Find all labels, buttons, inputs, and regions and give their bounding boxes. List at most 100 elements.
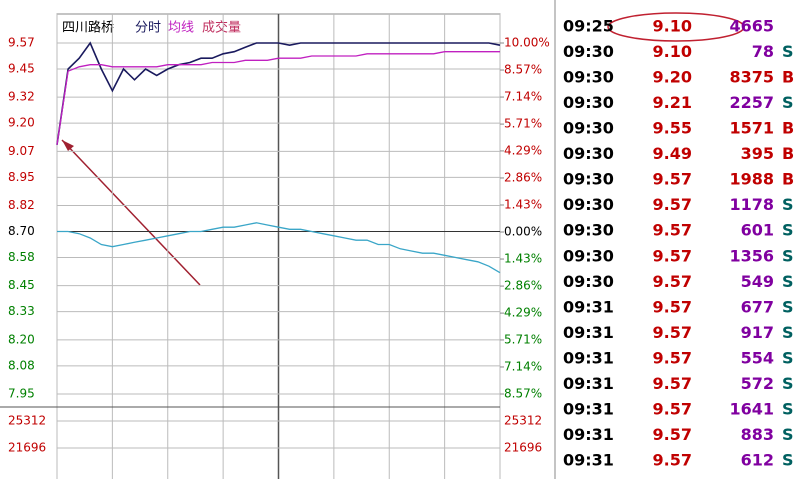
legend-entry: 分时 [135,21,161,36]
trade-price: 9.57 [653,425,692,444]
trade-time: 09:30 [563,68,614,87]
trade-side: S [782,451,794,470]
trade-volume: 572 [741,374,774,393]
y-tick-label: 8.20 [8,332,35,346]
trade-price: 9.57 [653,195,692,214]
chart-title: 四川路桥 [62,20,114,36]
trade-time: 09:31 [563,451,614,470]
annotation-ellipse [607,12,745,42]
y2-tick-label: 4.29% [504,143,542,157]
trade-price: 9.20 [653,68,692,87]
trade-side: B [782,144,794,163]
trade-volume: 395 [741,144,774,163]
y2-tick-label: 7.14% [504,90,542,104]
trade-volume: 554 [741,348,774,367]
trade-side: S [782,425,794,444]
series-line [56,41,501,145]
trade-price: 9.57 [653,399,692,418]
trade-time: 09:30 [563,272,614,291]
y-tick-label: 8.70 [8,224,35,238]
trade-side: B [782,68,794,87]
trade-time: 09:31 [563,323,614,342]
y2-tick-label: 2.86% [504,170,542,184]
trade-volume: 2257 [729,93,774,112]
trade-price: 9.57 [653,272,692,291]
trade-time: 09:30 [563,221,614,240]
trade-side: S [782,221,794,240]
trade-side: S [782,272,794,291]
trade-time: 09:31 [563,374,614,393]
trade-volume: 677 [741,297,774,316]
trade-side: S [782,348,794,367]
trade-price: 9.57 [653,323,692,342]
trade-volume: 612 [741,451,774,470]
trade-time: 09:31 [563,399,614,418]
trade-price: 9.10 [653,42,692,61]
trade-time: 09:30 [563,42,614,61]
y-tick-label: 8.82 [8,198,35,212]
y-tick-label: 8.08 [8,358,35,372]
annotation-arrowhead [62,140,74,151]
trade-time: 09:30 [563,246,614,265]
trade-price: 9.57 [653,246,692,265]
trade-time: 09:31 [563,425,614,444]
y-tick-label: 8.33 [8,304,35,318]
trade-time: 09:30 [563,144,614,163]
trade-price: 9.57 [653,170,692,189]
series-line [57,222,501,274]
y2-tick-label: 5.71% [504,117,542,131]
y2-tick-label: 21696 [504,441,542,455]
trade-volume: 883 [741,425,774,444]
trade-side: S [782,374,794,393]
trade-time: 09:30 [563,170,614,189]
trade-price: 9.10 [653,17,692,36]
y2-tick-label: 7.14% [504,359,542,373]
trade-side: S [782,246,794,265]
y2-tick-label: 1.43% [504,197,542,211]
series-line [56,51,500,145]
y-tick-label: 8.45 [8,278,35,292]
trade-price: 9.57 [653,297,692,316]
trade-time: 09:31 [563,348,614,367]
trade-volume: 1356 [729,246,774,265]
y-tick-label: 9.32 [8,90,35,104]
trade-side: S [782,93,794,112]
trade-time: 09:30 [563,119,614,138]
trade-volume: 1571 [729,119,774,138]
y-tick-label: 8.58 [8,250,35,264]
trade-price: 9.21 [653,93,692,112]
trade-side: S [782,195,794,214]
trade-volume: 1178 [729,195,774,214]
y2-tick-label: 1.43% [504,252,542,266]
trade-time: 09:30 [563,195,614,214]
y2-tick-label: 8.57% [504,387,542,401]
y-tick-label: 8.95 [8,170,35,184]
y-tick-label: 9.45 [8,62,35,76]
y-tick-label: 9.20 [8,116,35,130]
trade-side: S [782,323,794,342]
trade-price: 9.57 [653,374,692,393]
trade-side: S [782,399,794,418]
trade-volume: 601 [741,221,774,240]
y2-tick-label: 5.71% [504,332,542,346]
trade-volume: 78 [752,42,774,61]
y2-tick-label: 4.29% [504,306,542,320]
y-tick-label: 21696 [8,441,46,455]
volume-title: 成交量 [202,20,241,36]
y2-tick-label: 10.00% [504,36,550,50]
trade-volume: 1988 [729,170,774,189]
y2-tick-label: 25312 [504,414,542,428]
y2-tick-label: 2.86% [504,279,542,293]
trade-price: 9.57 [653,221,692,240]
y-tick-label: 9.07 [8,144,35,158]
trade-side: B [782,170,794,189]
trade-time: 09:31 [563,297,614,316]
trade-time: 09:30 [563,93,614,112]
trade-volume: 8375 [729,68,774,87]
trade-volume: 1641 [729,399,774,418]
trade-price: 9.55 [653,119,692,138]
y-tick-label: 9.57 [8,36,35,50]
